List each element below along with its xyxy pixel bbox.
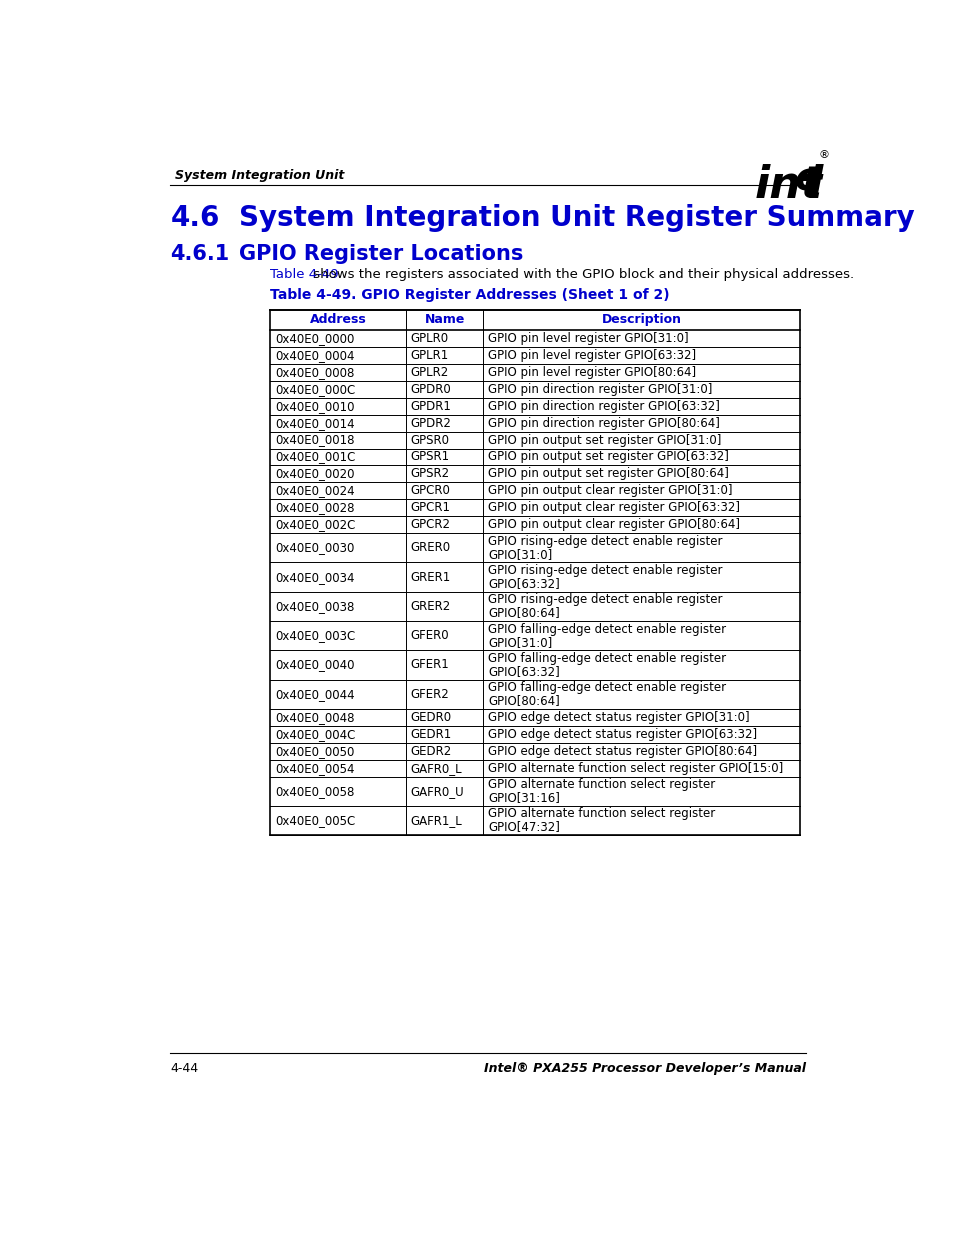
Text: GRER0: GRER0	[410, 541, 451, 555]
Text: GPIO alternate function select register GPIO[15:0]: GPIO alternate function select register …	[488, 762, 782, 774]
Text: GPIO rising-edge detect enable register: GPIO rising-edge detect enable register	[488, 564, 721, 577]
Text: 0x40E0_0038: 0x40E0_0038	[274, 600, 354, 613]
Text: System Integration Unit: System Integration Unit	[174, 169, 344, 182]
Text: GPIO[31:0]: GPIO[31:0]	[488, 548, 552, 561]
Text: GPIO pin output set register GPIO[80:64]: GPIO pin output set register GPIO[80:64]	[488, 467, 728, 480]
Text: 0x40E0_0020: 0x40E0_0020	[274, 467, 355, 480]
Text: GPIO rising-edge detect enable register: GPIO rising-edge detect enable register	[488, 535, 721, 548]
Text: GPLR1: GPLR1	[410, 348, 449, 362]
Text: 4.6: 4.6	[171, 205, 219, 232]
Text: GPIO falling-edge detect enable register: GPIO falling-edge detect enable register	[488, 682, 725, 694]
Text: GPIO falling-edge detect enable register: GPIO falling-edge detect enable register	[488, 652, 725, 664]
Text: GPLR2: GPLR2	[410, 366, 449, 379]
Text: GPIO pin direction register GPIO[80:64]: GPIO pin direction register GPIO[80:64]	[488, 416, 720, 430]
Text: GPIO pin level register GPIO[63:32]: GPIO pin level register GPIO[63:32]	[488, 348, 696, 362]
Text: GPCR0: GPCR0	[410, 484, 450, 498]
Text: GEDR2: GEDR2	[410, 745, 452, 757]
Text: 0x40E0_000C: 0x40E0_000C	[274, 383, 355, 395]
Text: GPIO[63:32]: GPIO[63:32]	[488, 577, 559, 590]
Text: 0x40E0_0044: 0x40E0_0044	[274, 688, 355, 700]
Text: GPIO pin output set register GPIO[31:0]: GPIO pin output set register GPIO[31:0]	[488, 433, 720, 447]
Text: GPIO alternate function select register: GPIO alternate function select register	[488, 808, 715, 820]
Text: GPSR2: GPSR2	[410, 467, 449, 480]
Text: GPIO rising-edge detect enable register: GPIO rising-edge detect enable register	[488, 593, 721, 606]
Text: 0x40E0_0030: 0x40E0_0030	[274, 541, 354, 555]
Text: 0x40E0_0034: 0x40E0_0034	[274, 571, 355, 584]
Text: GPIO pin output clear register GPIO[63:32]: GPIO pin output clear register GPIO[63:3…	[488, 501, 740, 514]
Text: Intel® PXA255 Processor Developer’s Manual: Intel® PXA255 Processor Developer’s Manu…	[483, 1062, 805, 1076]
Text: GPIO edge detect status register GPIO[80:64]: GPIO edge detect status register GPIO[80…	[488, 745, 757, 757]
Text: GPIO[80:64]: GPIO[80:64]	[488, 694, 559, 708]
Text: GFER1: GFER1	[410, 658, 449, 672]
Bar	[270, 310, 799, 330]
Text: Table 4-49: Table 4-49	[270, 268, 338, 280]
Text: GPIO[31:16]: GPIO[31:16]	[488, 792, 559, 804]
Text: GPIO falling-edge detect enable register: GPIO falling-edge detect enable register	[488, 622, 725, 636]
Text: GPIO[80:64]: GPIO[80:64]	[488, 606, 559, 619]
Text: int: int	[754, 163, 822, 206]
Text: GFER2: GFER2	[410, 688, 449, 700]
Text: 4.6.1: 4.6.1	[171, 245, 230, 264]
Text: Address: Address	[310, 314, 366, 326]
Text: Table 4-49. GPIO Register Addresses (Sheet 1 of 2): Table 4-49. GPIO Register Addresses (She…	[270, 288, 669, 303]
Text: GPCR1: GPCR1	[410, 501, 450, 514]
Text: 0x40E0_0040: 0x40E0_0040	[274, 658, 355, 672]
Text: GPSR0: GPSR0	[410, 433, 449, 447]
Text: l: l	[806, 163, 821, 206]
Text: 0x40E0_0028: 0x40E0_0028	[274, 501, 355, 514]
Text: ®: ®	[818, 149, 828, 159]
Text: GPSR1: GPSR1	[410, 451, 449, 463]
Text: 0x40E0_0050: 0x40E0_0050	[274, 745, 354, 757]
Text: 0x40E0_0048: 0x40E0_0048	[274, 710, 355, 724]
Text: 0x40E0_0024: 0x40E0_0024	[274, 484, 355, 498]
Text: GPIO pin direction register GPIO[31:0]: GPIO pin direction register GPIO[31:0]	[488, 383, 712, 395]
Text: Description: Description	[601, 314, 680, 326]
Text: GPIO pin level register GPIO[80:64]: GPIO pin level register GPIO[80:64]	[488, 366, 696, 379]
Text: GPIO edge detect status register GPIO[31:0]: GPIO edge detect status register GPIO[31…	[488, 710, 749, 724]
Text: GPIO[31:0]: GPIO[31:0]	[488, 636, 552, 648]
Text: GPIO Register Locations: GPIO Register Locations	[239, 245, 523, 264]
Text: Name: Name	[424, 314, 464, 326]
Text: GPDR2: GPDR2	[410, 416, 451, 430]
Text: GEDR0: GEDR0	[410, 710, 452, 724]
Text: GPIO alternate function select register: GPIO alternate function select register	[488, 778, 715, 792]
Text: 0x40E0_0000: 0x40E0_0000	[274, 332, 354, 345]
Text: 0x40E0_0004: 0x40E0_0004	[274, 348, 355, 362]
Text: GEDR1: GEDR1	[410, 727, 452, 741]
Text: 0x40E0_003C: 0x40E0_003C	[274, 629, 355, 642]
Text: GAFR0_U: GAFR0_U	[410, 784, 464, 798]
Text: 0x40E0_0010: 0x40E0_0010	[274, 400, 355, 412]
Text: 0x40E0_001C: 0x40E0_001C	[274, 451, 355, 463]
Text: GPIO[47:32]: GPIO[47:32]	[488, 820, 559, 834]
Text: GPIO edge detect status register GPIO[63:32]: GPIO edge detect status register GPIO[63…	[488, 727, 757, 741]
Text: 0x40E0_004C: 0x40E0_004C	[274, 727, 355, 741]
Text: GPDR0: GPDR0	[410, 383, 451, 395]
Text: 0x40E0_0008: 0x40E0_0008	[274, 366, 354, 379]
Text: GAFR0_L: GAFR0_L	[410, 762, 462, 774]
Text: GPIO pin output set register GPIO[63:32]: GPIO pin output set register GPIO[63:32]	[488, 451, 728, 463]
Text: GPDR1: GPDR1	[410, 400, 451, 412]
Text: 0x40E0_0058: 0x40E0_0058	[274, 784, 354, 798]
Text: 0x40E0_002C: 0x40E0_002C	[274, 519, 355, 531]
Text: GPIO[63:32]: GPIO[63:32]	[488, 664, 559, 678]
Text: GPIO pin output clear register GPIO[31:0]: GPIO pin output clear register GPIO[31:0…	[488, 484, 732, 498]
Text: 0x40E0_0054: 0x40E0_0054	[274, 762, 355, 774]
Text: e: e	[794, 161, 821, 199]
Text: 0x40E0_005C: 0x40E0_005C	[274, 814, 355, 827]
Text: GAFR1_L: GAFR1_L	[410, 814, 462, 827]
Text: 0x40E0_0018: 0x40E0_0018	[274, 433, 355, 447]
Text: GPIO pin output clear register GPIO[80:64]: GPIO pin output clear register GPIO[80:6…	[488, 519, 740, 531]
Text: 4-44: 4-44	[171, 1062, 198, 1076]
Text: GRER1: GRER1	[410, 571, 451, 584]
Text: GPIO pin direction register GPIO[63:32]: GPIO pin direction register GPIO[63:32]	[488, 400, 720, 412]
Text: GRER2: GRER2	[410, 600, 451, 613]
Text: GFER0: GFER0	[410, 629, 449, 642]
Text: GPIO pin level register GPIO[31:0]: GPIO pin level register GPIO[31:0]	[488, 332, 688, 345]
Text: 0x40E0_0014: 0x40E0_0014	[274, 416, 355, 430]
Text: GPLR0: GPLR0	[410, 332, 448, 345]
Text: GPCR2: GPCR2	[410, 519, 450, 531]
Text: System Integration Unit Register Summary: System Integration Unit Register Summary	[239, 205, 914, 232]
Text: shows the registers associated with the GPIO block and their physical addresses.: shows the registers associated with the …	[309, 268, 853, 280]
